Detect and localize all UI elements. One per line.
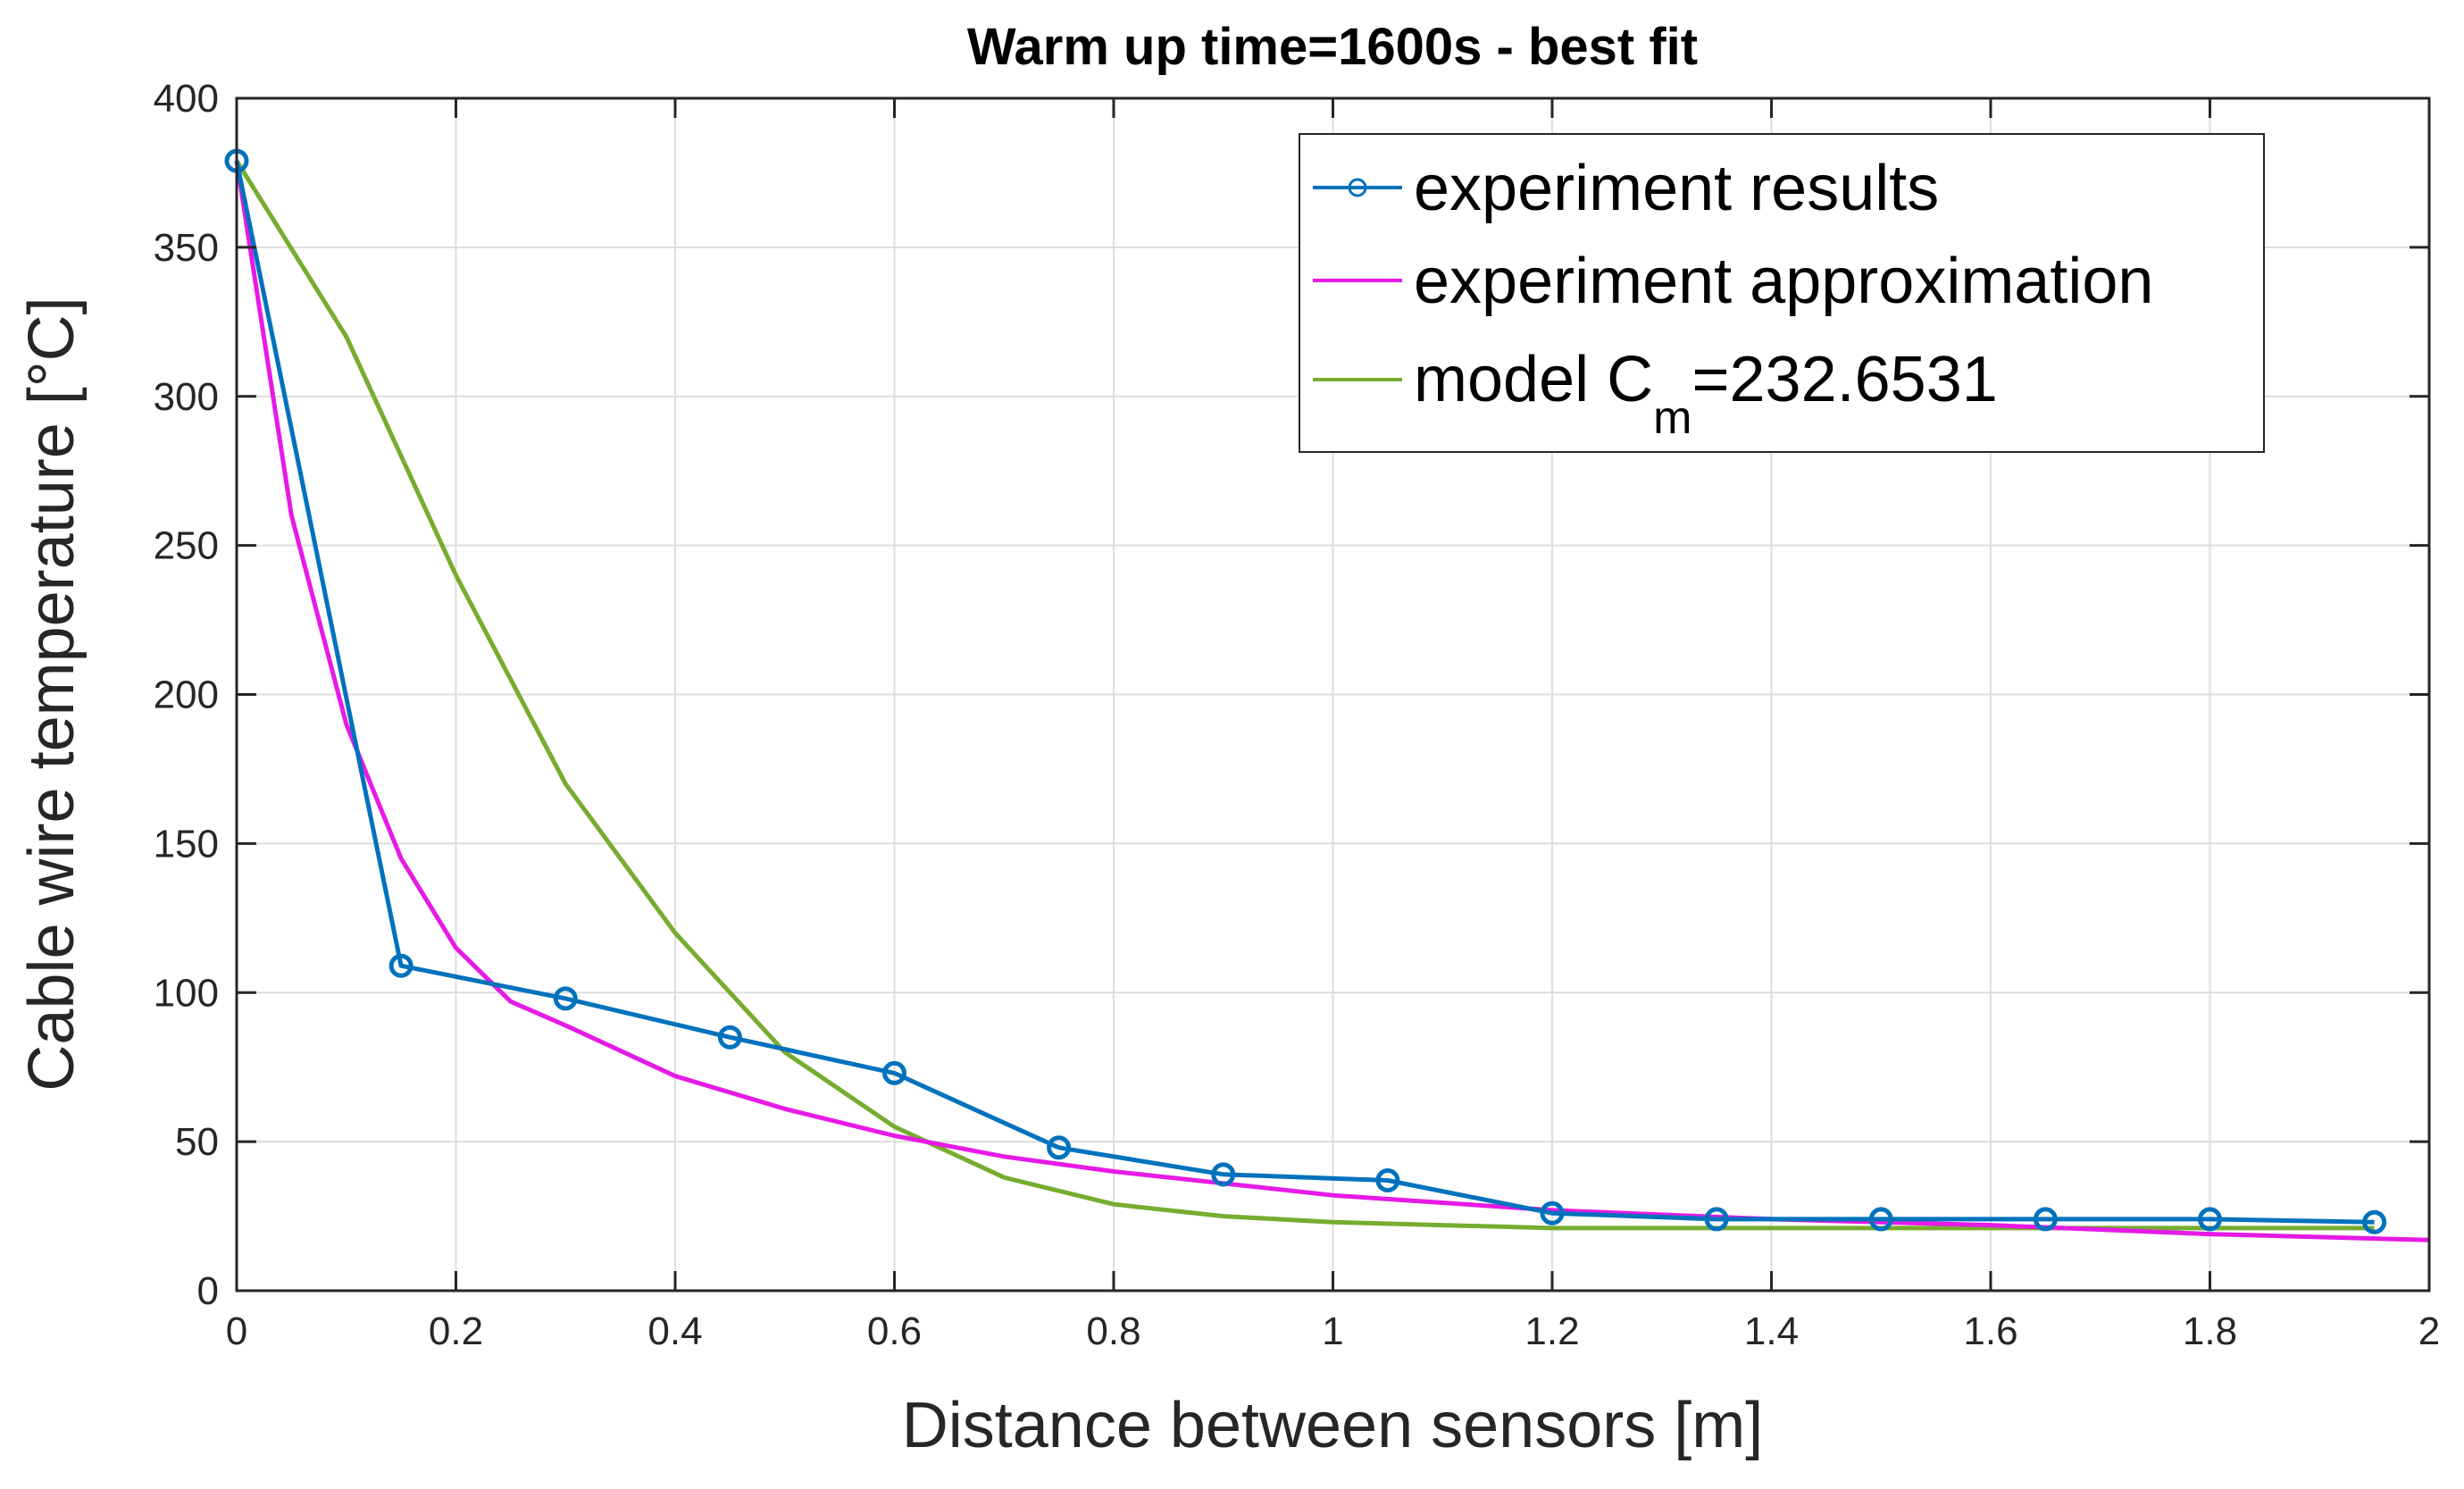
data-point-experiment-results	[388, 953, 413, 978]
data-point-experiment-results	[2362, 1209, 2387, 1234]
y-tick-label: 50	[175, 1120, 219, 1164]
series-line-model-c-m-232-6531	[234, 159, 2375, 1231]
data-point-experiment-results	[1868, 1207, 1893, 1232]
data-point-experiment-results	[2198, 1207, 2222, 1232]
x-tick-label: 0.2	[429, 1309, 483, 1353]
y-tick-label: 400	[154, 77, 219, 121]
x-axis-label: Distance between sensors [m]	[902, 1390, 1763, 1461]
x-tick-label: 0.8	[1086, 1309, 1140, 1353]
data-point-experiment-results	[553, 986, 578, 1011]
legend-marker-experiment-results	[1348, 178, 1367, 197]
legend-label-model-value: =232.6531	[1691, 344, 1997, 415]
legend-label-model-subscript: m	[1653, 392, 1691, 444]
x-tick-label: 1.4	[1744, 1309, 1799, 1353]
data-point-experiment-results	[1540, 1200, 1565, 1225]
x-tick-label: 2	[2418, 1309, 2440, 1353]
data-point-experiment-results	[1375, 1168, 1400, 1193]
y-tick-label: 200	[154, 673, 219, 717]
legend: experiment results experiment approximat…	[1299, 133, 2265, 453]
y-tick-label: 150	[154, 822, 219, 866]
chart-title: Warm up time=1600s - best fit	[967, 18, 1698, 76]
ticks: 0 0.2 0.4 0.6 0.8 1 1.2 1.4 1.6 1.8 2 0 50 100 150 200 2…	[154, 77, 2441, 1353]
y-tick-label: 250	[154, 524, 219, 568]
x-tick-label: 0.4	[647, 1309, 702, 1353]
legend-item-model: model Cm=232.6531	[1313, 344, 1998, 444]
series-line-experiment-results	[234, 160, 2375, 1225]
data-point-experiment-results	[2033, 1207, 2058, 1232]
x-tick-label: 1.2	[1524, 1309, 1579, 1353]
data-point-experiment-results	[1047, 1135, 1072, 1160]
x-tick-label: 1	[1322, 1309, 1343, 1353]
legend-label-model-main: model C	[1414, 344, 1653, 415]
data-point-experiment-results	[882, 1060, 906, 1085]
legend-label-model: model Cm=232.6531	[1414, 344, 1998, 444]
legend-box	[1299, 133, 2265, 453]
x-tick-label: 0	[226, 1309, 247, 1353]
x-tick-label: 1.6	[1963, 1309, 2017, 1353]
y-tick-label: 0	[197, 1269, 219, 1313]
y-tick-label: 300	[154, 375, 219, 419]
x-tick-label: 1.8	[2183, 1309, 2237, 1353]
data-point-experiment-results	[1704, 1207, 1729, 1232]
data-point-experiment-results	[717, 1025, 742, 1050]
legend-label-experiment-results: experiment results	[1414, 153, 1939, 224]
legend-item-experiment-approximation: experiment approximation	[1313, 246, 2153, 317]
data-point-experiment-results	[1211, 1162, 1236, 1187]
legend-item-experiment-results: experiment results	[1313, 153, 1939, 224]
y-tick-label: 350	[154, 226, 219, 270]
y-axis-label: Cable wire temperature [°C]	[16, 297, 88, 1091]
series-layer	[224, 148, 2430, 1242]
x-tick-label: 0.6	[867, 1309, 922, 1353]
legend-label-experiment-approximation: experiment approximation	[1414, 246, 2153, 317]
y-tick-label: 100	[154, 971, 219, 1015]
